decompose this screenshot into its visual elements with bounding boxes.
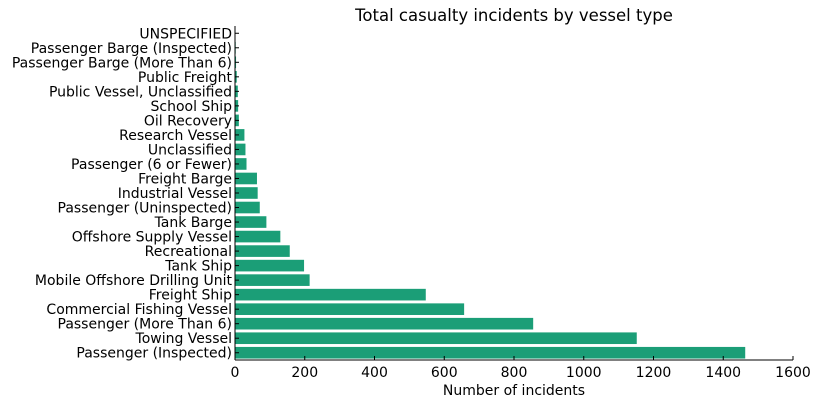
category-label: Commercial Fishing Vessel xyxy=(46,302,232,318)
category-label: Freight Barge xyxy=(138,171,232,187)
category-label: Passenger (More Than 6) xyxy=(58,317,233,333)
category-label: Oil Recovery xyxy=(144,113,232,129)
x-tick-label: 400 xyxy=(361,365,388,381)
category-label: Public Vessel, Unclassified xyxy=(49,84,232,100)
category-label: Tank Barge xyxy=(154,215,232,231)
bar xyxy=(235,259,305,272)
bar xyxy=(235,317,534,330)
bars-group xyxy=(235,27,746,359)
chart-title: Total casualty incidents by vessel type xyxy=(354,6,673,25)
category-label: Passenger Barge (More Than 6) xyxy=(12,55,232,71)
x-tick-label: 1400 xyxy=(705,365,741,381)
bar xyxy=(235,172,257,185)
bar xyxy=(235,129,245,141)
bar xyxy=(235,274,310,286)
category-label: Passenger (Inspected) xyxy=(76,346,232,362)
x-axis-label: Number of incidents xyxy=(443,383,585,399)
x-tick-label: 1200 xyxy=(636,365,672,381)
category-label: Recreational xyxy=(145,244,232,260)
bar xyxy=(235,230,281,243)
x-tick-label: 1600 xyxy=(775,365,811,381)
category-label: Mobile Offshore Drilling Unit xyxy=(35,273,233,289)
bar xyxy=(235,303,465,315)
category-label: Freight Ship xyxy=(149,288,232,304)
bar xyxy=(235,332,637,345)
category-label: Towing Vessel xyxy=(135,331,232,347)
category-label: Passenger (6 or Fewer) xyxy=(71,157,232,173)
category-label: Research Vessel xyxy=(119,128,232,144)
bar xyxy=(235,158,247,170)
x-tick-label: 800 xyxy=(501,365,528,381)
x-tick-label: 0 xyxy=(231,365,240,381)
bar xyxy=(235,245,290,257)
category-label: Public Freight xyxy=(138,70,233,86)
category-label: Passenger Barge (Inspected) xyxy=(31,41,232,57)
category-label: Industrial Vessel xyxy=(118,186,232,202)
bar xyxy=(235,288,426,301)
category-label: UNSPECIFIED xyxy=(139,26,232,42)
category-label: Unclassified xyxy=(148,142,232,158)
bar xyxy=(235,187,258,199)
x-axis-ticks: 0 200 400 600 800 1000 1200 1400 1600 xyxy=(231,356,811,381)
x-tick-label: 1000 xyxy=(566,365,602,381)
bar xyxy=(235,201,260,214)
x-tick-label: 600 xyxy=(431,365,458,381)
bar xyxy=(235,346,746,359)
bar xyxy=(235,216,267,228)
category-label: Tank Ship xyxy=(164,259,232,275)
category-label: Offshore Supply Vessel xyxy=(72,230,232,246)
bar xyxy=(235,143,246,156)
category-label: Passenger (Uninspected) xyxy=(58,201,232,217)
x-tick-label: 200 xyxy=(291,365,318,381)
category-label: School Ship xyxy=(151,99,233,115)
